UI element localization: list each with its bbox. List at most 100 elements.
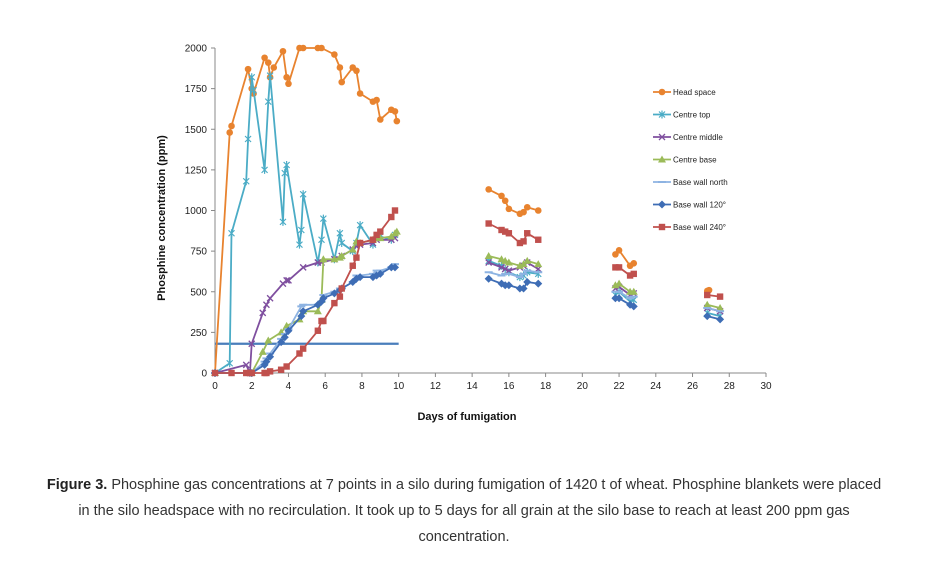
x-tick-label: 30 xyxy=(760,381,772,392)
data-point xyxy=(338,285,345,292)
data-point xyxy=(377,228,384,235)
data-point xyxy=(228,369,235,377)
x-tick-label: 18 xyxy=(540,381,552,392)
data-point xyxy=(263,369,270,377)
data-point xyxy=(264,59,272,66)
y-tick-label: 750 xyxy=(190,247,207,258)
legend-label: Centre top xyxy=(673,111,711,120)
data-point xyxy=(250,86,257,95)
data-point xyxy=(318,44,325,52)
y-tick-label: 1250 xyxy=(185,165,208,176)
data-point xyxy=(485,220,492,227)
y-tick-label: 1500 xyxy=(185,125,208,136)
data-point xyxy=(391,108,399,115)
data-point xyxy=(261,54,268,62)
data-point xyxy=(336,229,344,238)
legend-marker xyxy=(658,88,666,96)
data-point xyxy=(277,366,285,373)
legend-item: Centre top xyxy=(653,110,711,120)
x-tick-label: 8 xyxy=(359,381,365,392)
legend-label: Head space xyxy=(673,88,716,97)
data-point xyxy=(228,122,235,130)
data-point xyxy=(262,301,270,309)
series-centre-middle xyxy=(211,234,724,377)
legend-item: Head space xyxy=(653,88,716,97)
series-line xyxy=(488,222,539,244)
data-point xyxy=(285,80,292,88)
data-point xyxy=(716,304,725,311)
data-point xyxy=(703,300,712,308)
x-tick-label: 2 xyxy=(249,381,255,392)
legend-marker xyxy=(658,155,666,163)
series-line xyxy=(215,263,396,374)
data-point xyxy=(523,203,531,211)
data-point xyxy=(338,239,346,247)
x-tick-label: 20 xyxy=(577,381,589,392)
data-point xyxy=(369,236,377,243)
data-point xyxy=(612,264,619,271)
series-line xyxy=(488,188,539,215)
legend-item: Base wall north xyxy=(653,178,728,187)
legend-label: Centre middle xyxy=(673,133,723,142)
data-point xyxy=(703,312,712,321)
data-point xyxy=(299,44,307,52)
data-point xyxy=(337,252,346,259)
data-point xyxy=(391,207,399,214)
series-line xyxy=(215,266,395,374)
data-point xyxy=(504,258,513,266)
data-point xyxy=(534,207,542,214)
data-point xyxy=(244,135,252,143)
data-point xyxy=(388,213,395,221)
data-point xyxy=(266,352,275,361)
data-point xyxy=(318,235,325,244)
data-point xyxy=(261,165,269,174)
data-point xyxy=(353,67,360,75)
data-point xyxy=(356,221,364,230)
data-point xyxy=(331,51,338,58)
data-point xyxy=(320,317,327,325)
data-point xyxy=(336,293,344,300)
data-point xyxy=(266,294,274,302)
data-point xyxy=(534,279,543,288)
data-point xyxy=(615,247,623,254)
legend-item: Centre middle xyxy=(653,133,723,142)
legend-item: Base wall 120° xyxy=(653,200,726,210)
data-point xyxy=(226,129,233,136)
legend-marker xyxy=(658,223,666,231)
data-point xyxy=(523,256,532,264)
x-tick-label: 0 xyxy=(212,381,218,392)
data-point xyxy=(716,315,725,324)
data-point xyxy=(484,274,493,283)
data-point xyxy=(716,293,724,300)
data-point xyxy=(330,289,339,298)
data-point xyxy=(264,97,272,106)
data-point xyxy=(615,264,623,271)
data-point xyxy=(299,307,308,316)
data-point xyxy=(501,265,509,273)
data-point xyxy=(242,361,250,369)
data-point xyxy=(498,226,505,234)
data-point xyxy=(390,263,399,272)
y-tick-label: 250 xyxy=(190,328,207,339)
data-point xyxy=(505,267,513,275)
data-point xyxy=(280,333,289,342)
data-point xyxy=(629,302,638,311)
series-line xyxy=(488,277,539,290)
y-tick-label: 1000 xyxy=(185,206,208,217)
data-point xyxy=(629,287,638,295)
data-point xyxy=(266,71,274,80)
y-axis-title: Phosphine concentration (ppm) xyxy=(156,135,168,301)
data-point xyxy=(297,226,305,234)
y-tick-label: 0 xyxy=(201,369,207,380)
series-base-wall-240 xyxy=(211,207,724,377)
data-point xyxy=(258,347,267,355)
data-point xyxy=(498,263,505,271)
data-point xyxy=(244,65,252,73)
data-point xyxy=(283,276,291,284)
data-point xyxy=(485,259,493,266)
data-point xyxy=(626,272,634,279)
data-point xyxy=(314,327,322,334)
data-point xyxy=(313,307,322,315)
data-point xyxy=(520,238,527,245)
